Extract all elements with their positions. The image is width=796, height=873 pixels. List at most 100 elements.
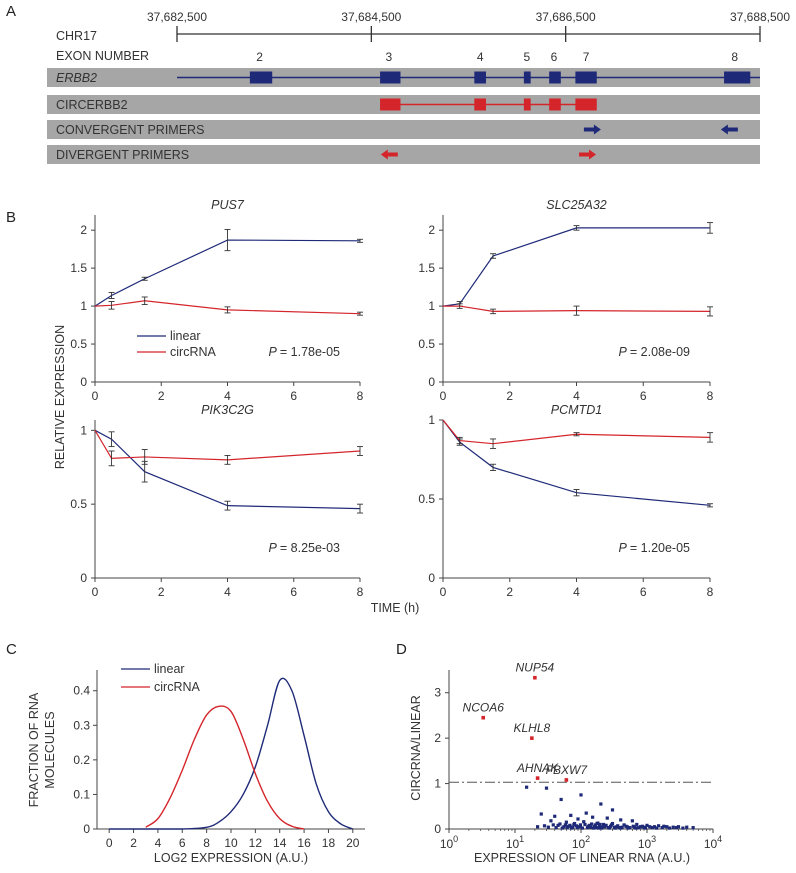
data-point — [662, 824, 666, 828]
p-value-number: = 8.25e-03 — [280, 541, 340, 555]
line-chart-slc25a32: 0 0.5 1 1.5 2 0 2 4 6 8 SLC25A32 P = 2.08e-09 — [418, 198, 713, 403]
highlighted-point — [533, 675, 537, 680]
density-curve-circRNA — [145, 705, 305, 830]
data-point — [549, 819, 553, 823]
x-tick-label: 6 — [290, 389, 297, 403]
track-label: DIVERGENT PRIMERS — [56, 148, 189, 162]
y-tick-label: 2 — [434, 731, 441, 745]
data-point — [619, 818, 623, 822]
data-point — [576, 817, 580, 821]
data-point — [628, 826, 632, 830]
x-tick-label: 4 — [224, 585, 231, 599]
x-tick-label: 104 — [704, 834, 722, 851]
data-point — [597, 826, 601, 830]
data-point — [544, 786, 549, 790]
x-tick-label: 12 — [249, 836, 263, 850]
x-tick-label: 10 — [224, 836, 238, 850]
y-tick-label: 0 — [428, 571, 435, 585]
data-point — [681, 826, 685, 830]
data-point — [665, 825, 669, 829]
p-value-symbol: P — [269, 345, 280, 359]
data-point — [622, 823, 626, 827]
data-point — [591, 815, 595, 819]
legend: linear circRNA — [137, 329, 216, 359]
track-label: CIRCERBB2 — [56, 98, 128, 112]
p-value-symbol: P — [619, 541, 630, 555]
data-point — [674, 826, 679, 830]
data-point — [599, 826, 604, 830]
data-point — [583, 822, 587, 827]
y-tick-label: 1 — [80, 423, 87, 437]
data-point — [607, 826, 612, 830]
data-point — [616, 824, 620, 828]
data-point — [560, 826, 564, 830]
data-point — [554, 826, 558, 830]
data-point — [563, 823, 567, 827]
plot-title: SLC25A32 — [546, 198, 607, 212]
data-point — [671, 825, 675, 829]
data-point — [631, 824, 635, 828]
data-point — [648, 825, 652, 829]
data-point — [652, 825, 657, 829]
exon-number-row-label: EXON NUMBER — [56, 49, 149, 63]
data-point — [650, 826, 654, 830]
data-point — [640, 824, 644, 828]
data-point — [619, 826, 623, 830]
y-tick-label: 0 — [428, 375, 435, 389]
x-tick-label: 103 — [638, 834, 656, 851]
line-chart-pik3c2g: 0 0.5 1 0 2 4 6 8 PIK3C2G P = 8.25e-03 — [70, 403, 363, 599]
x-tick-label: 8 — [707, 389, 714, 403]
x-tick-label: 6 — [640, 389, 647, 403]
data-point — [691, 826, 695, 830]
exon-number: 5 — [523, 50, 530, 64]
p-value-symbol: P — [269, 541, 280, 555]
x-tick-exponent: 3 — [651, 834, 656, 844]
data-point — [578, 823, 583, 827]
primer-arrow — [720, 124, 738, 135]
data-point — [604, 823, 608, 827]
data-point — [655, 826, 659, 830]
series-line-linear — [94, 429, 361, 510]
y-axis-title: CIRCRNA/LINEAR — [409, 695, 423, 801]
data-point — [667, 826, 672, 830]
x-tick-label: 2 — [506, 389, 513, 403]
data-point — [551, 823, 555, 827]
y-tick-label: 0.5 — [418, 492, 435, 506]
data-point — [574, 824, 578, 828]
y-tick-label: 1 — [434, 777, 441, 791]
x-tick-label: 4 — [155, 836, 162, 850]
data-point — [657, 824, 661, 828]
y-tick-label: 0.5 — [70, 337, 87, 351]
gene-label: KLHL8 — [513, 721, 550, 735]
data-point — [630, 819, 634, 823]
x-tick-label: 8 — [203, 836, 210, 850]
exon-block — [474, 98, 486, 111]
exon-block — [380, 71, 401, 84]
data-point — [676, 825, 681, 829]
line-chart-pcmtd1: 0 0.5 1 0 2 4 6 8 PCMTD1 P = 1.20e-05 — [418, 403, 713, 599]
primer-arrow — [583, 124, 601, 135]
data-point — [580, 826, 584, 830]
legend-label-linear: linear — [154, 662, 185, 676]
data-point — [582, 820, 586, 824]
data-point — [597, 824, 601, 828]
data-point — [609, 823, 614, 827]
plot-title: PUS7 — [211, 198, 245, 212]
highlighted-point — [564, 778, 569, 782]
x-tick-label: 0 — [106, 836, 113, 850]
x-tick-base: 10 — [572, 837, 586, 851]
data-point — [590, 822, 594, 826]
data-point — [589, 825, 593, 829]
x-tick-label: 102 — [572, 834, 590, 851]
data-point — [685, 825, 689, 829]
exon-block — [724, 71, 751, 84]
y-tick-label: 1 — [428, 299, 435, 313]
p-value: P = 2.08e-09 — [619, 345, 691, 359]
y-tick-label: 0 — [434, 822, 441, 836]
plot-title: PIK3C2G — [201, 403, 254, 417]
legend-label-linear: linear — [170, 329, 201, 343]
data-point — [634, 826, 638, 830]
track-label: CONVERGENT PRIMERS — [56, 123, 204, 137]
data-point — [568, 823, 572, 827]
